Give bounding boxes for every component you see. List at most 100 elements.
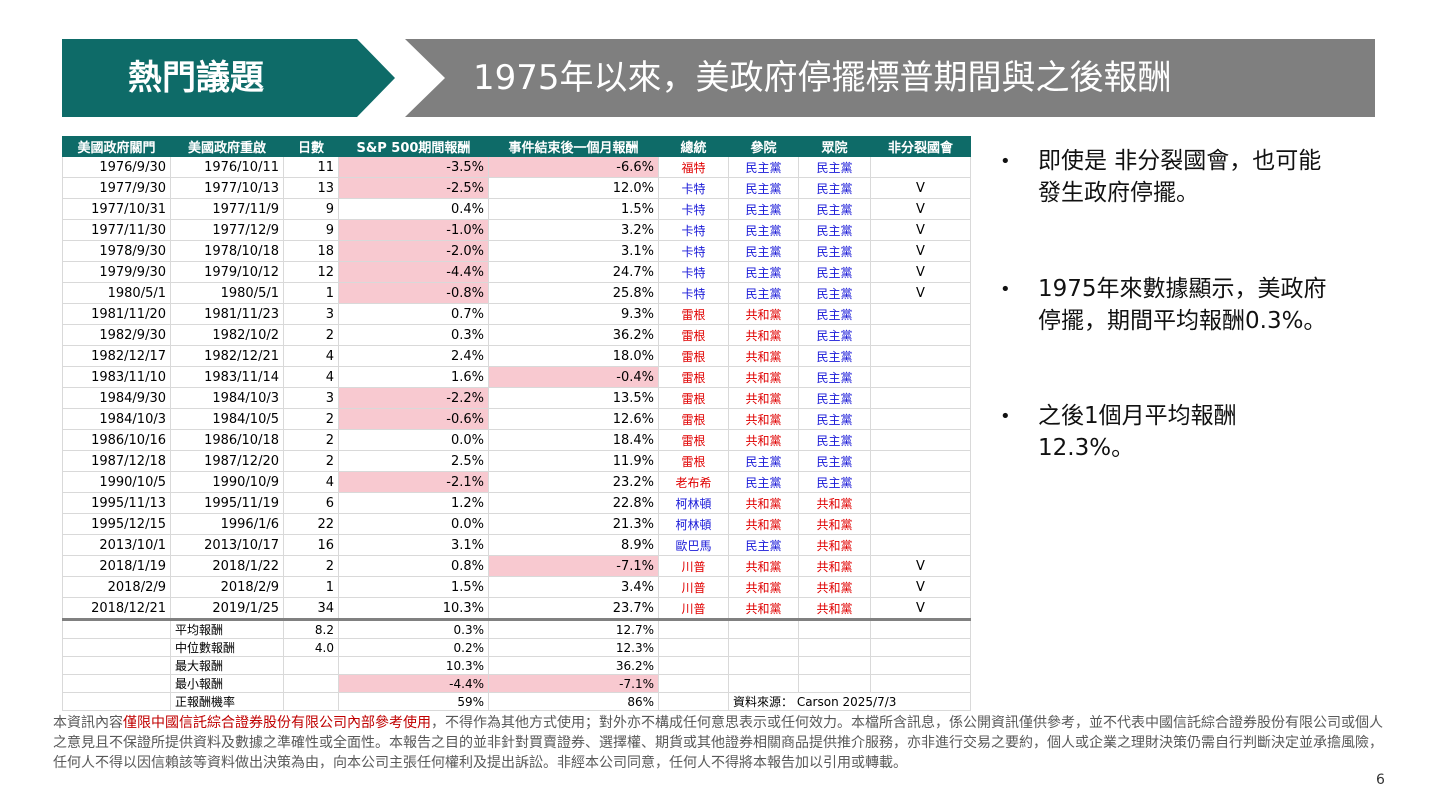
table-cell: 共和黨 — [798, 576, 871, 598]
table-cell: 9 — [283, 198, 339, 220]
table-cell: 23.7% — [488, 597, 659, 620]
table-cell: 川普 — [658, 576, 729, 598]
table-cell: 柯林頓 — [658, 492, 729, 514]
table-cell: 1986/10/16 — [62, 429, 171, 451]
column-header: 美國政府重啟 — [170, 136, 284, 157]
table-cell: 雷根 — [658, 324, 729, 346]
table-cell: 雷根 — [658, 429, 729, 451]
summary-cell: 正報酬機率 — [170, 692, 284, 711]
table-cell: 9.3% — [488, 303, 659, 325]
table-cell: 共和黨 — [728, 408, 799, 430]
table-cell: 民主黨 — [798, 219, 871, 241]
table-cell: 24.7% — [488, 261, 659, 283]
table-cell — [870, 513, 971, 535]
table-cell: 共和黨 — [798, 555, 871, 577]
summary-cell — [62, 692, 171, 711]
summary-cell: 10.3% — [338, 656, 489, 675]
bullet: • 即使是 非分裂國會，也可能發生政府停擺。 — [1000, 146, 1322, 209]
bullet-text: 即使是 非分裂國會，也可能發生政府停擺。 — [1038, 148, 1322, 206]
table-cell: 共和黨 — [798, 534, 871, 556]
table-cell: 0.4% — [338, 198, 489, 220]
table-row: 2018/12/21 2019/1/25 34 10.3% 23.7% 川普 共和黨 共和黨 V — [62, 597, 971, 620]
shutdown-table: 美國政府關門 美國政府重啟 日數 S&P 500期間報酬 事件結束後一個月報酬 總統 參院眾… — [62, 136, 971, 711]
table-cell: 2018/12/21 — [62, 597, 171, 620]
section-tag: 熱門議題 — [62, 39, 395, 117]
summary-cell — [62, 656, 171, 675]
table-cell: 共和黨 — [798, 513, 871, 535]
table-cell: 卡特 — [658, 177, 729, 199]
disclaimer-lead: 本資訊內容 — [53, 715, 123, 731]
table-cell: 民主黨 — [728, 240, 799, 262]
column-header: 眾院 — [798, 136, 871, 157]
table-cell: 1977/12/9 — [170, 219, 284, 241]
column-header: S&P 500期間報酬 — [338, 136, 489, 157]
table-cell: -2.5% — [338, 177, 489, 199]
table-cell: 2.4% — [338, 345, 489, 367]
column-header: 事件結束後一個月報酬 — [488, 136, 659, 157]
table-cell: 雷根 — [658, 345, 729, 367]
table-cell: 3.2% — [488, 219, 659, 241]
summary-cell: 平均報酬 — [170, 618, 284, 639]
table-cell: 3 — [283, 303, 339, 325]
summary-cell: 59% — [338, 692, 489, 711]
table-cell: 2 — [283, 408, 339, 430]
table-cell: 1996/1/6 — [170, 513, 284, 535]
table-cell: 川普 — [658, 555, 729, 577]
table-cell — [870, 345, 971, 367]
table-cell: 21.3% — [488, 513, 659, 535]
table-cell: 1.2% — [338, 492, 489, 514]
table-cell: V — [870, 198, 971, 220]
table-cell: 2 — [283, 429, 339, 451]
table-row: 2018/1/19 2018/1/22 2 0.8% -7.1% 川普 共和黨 共和黨 V — [62, 555, 971, 577]
table-cell: 1990/10/5 — [62, 471, 171, 493]
column-header: 參院 — [728, 136, 799, 157]
table-row: 1990/10/5 1990/10/9 4 -2.1% 23.2% 老布希 民主黨 民主黨 — [62, 471, 971, 493]
table-cell: 11 — [283, 156, 339, 178]
table-cell: 1983/11/10 — [62, 366, 171, 388]
table-cell: 卡特 — [658, 282, 729, 304]
table-cell: 0.8% — [338, 555, 489, 577]
table-cell: -2.1% — [338, 471, 489, 493]
table-cell: 2 — [283, 555, 339, 577]
table-cell: 民主黨 — [728, 177, 799, 199]
table-row: 1986/10/16 1986/10/18 2 0.0% 18.4% 雷根 共和黨 民主黨 — [62, 429, 971, 451]
table-cell: 1.5% — [488, 198, 659, 220]
table-cell: 雷根 — [658, 387, 729, 409]
summary-cell: 最大報酬 — [170, 656, 284, 675]
table-row: 1981/11/20 1981/11/23 3 0.7% 9.3% 雷根 共和黨 民主黨 — [62, 303, 971, 325]
table-cell: -2.0% — [338, 240, 489, 262]
table-cell: 1980/5/1 — [62, 282, 171, 304]
summary-cell — [870, 618, 971, 639]
summary-cell — [870, 674, 971, 693]
table-cell: 川普 — [658, 597, 729, 620]
table-cell: 卡特 — [658, 240, 729, 262]
summary-cell — [658, 618, 729, 639]
table-cell: 1995/11/13 — [62, 492, 171, 514]
table-cell: 2018/1/22 — [170, 555, 284, 577]
summary-cell: 最小報酬 — [170, 674, 284, 693]
table-cell: 民主黨 — [798, 261, 871, 283]
table-cell: 共和黨 — [728, 576, 799, 598]
table-cell: 民主黨 — [728, 282, 799, 304]
table-cell: 1982/9/30 — [62, 324, 171, 346]
table-cell: 民主黨 — [798, 324, 871, 346]
table-cell: 民主黨 — [798, 240, 871, 262]
table-cell: 2019/1/25 — [170, 597, 284, 620]
table-cell: 3.4% — [488, 576, 659, 598]
table-cell: 共和黨 — [728, 429, 799, 451]
table-cell: 2018/2/9 — [170, 576, 284, 598]
source-note: 資料來源： Carson 2025/7/3 — [728, 692, 971, 711]
table-cell: 22.8% — [488, 492, 659, 514]
table-cell: 0.3% — [338, 324, 489, 346]
table-cell: -7.1% — [488, 555, 659, 577]
summary-cell — [658, 692, 729, 711]
summary-cell: 12.3% — [488, 638, 659, 657]
table-cell: 9 — [283, 219, 339, 241]
summary-cell: 12.7% — [488, 618, 659, 639]
table-cell: 12 — [283, 261, 339, 283]
summary-cell — [798, 656, 871, 675]
table-cell: 卡特 — [658, 261, 729, 283]
table-cell — [870, 303, 971, 325]
table-row: 1995/12/15 1996/1/6 22 0.0% 21.3% 柯林頓 共和黨 共和黨 — [62, 513, 971, 535]
table-cell: 4 — [283, 345, 339, 367]
